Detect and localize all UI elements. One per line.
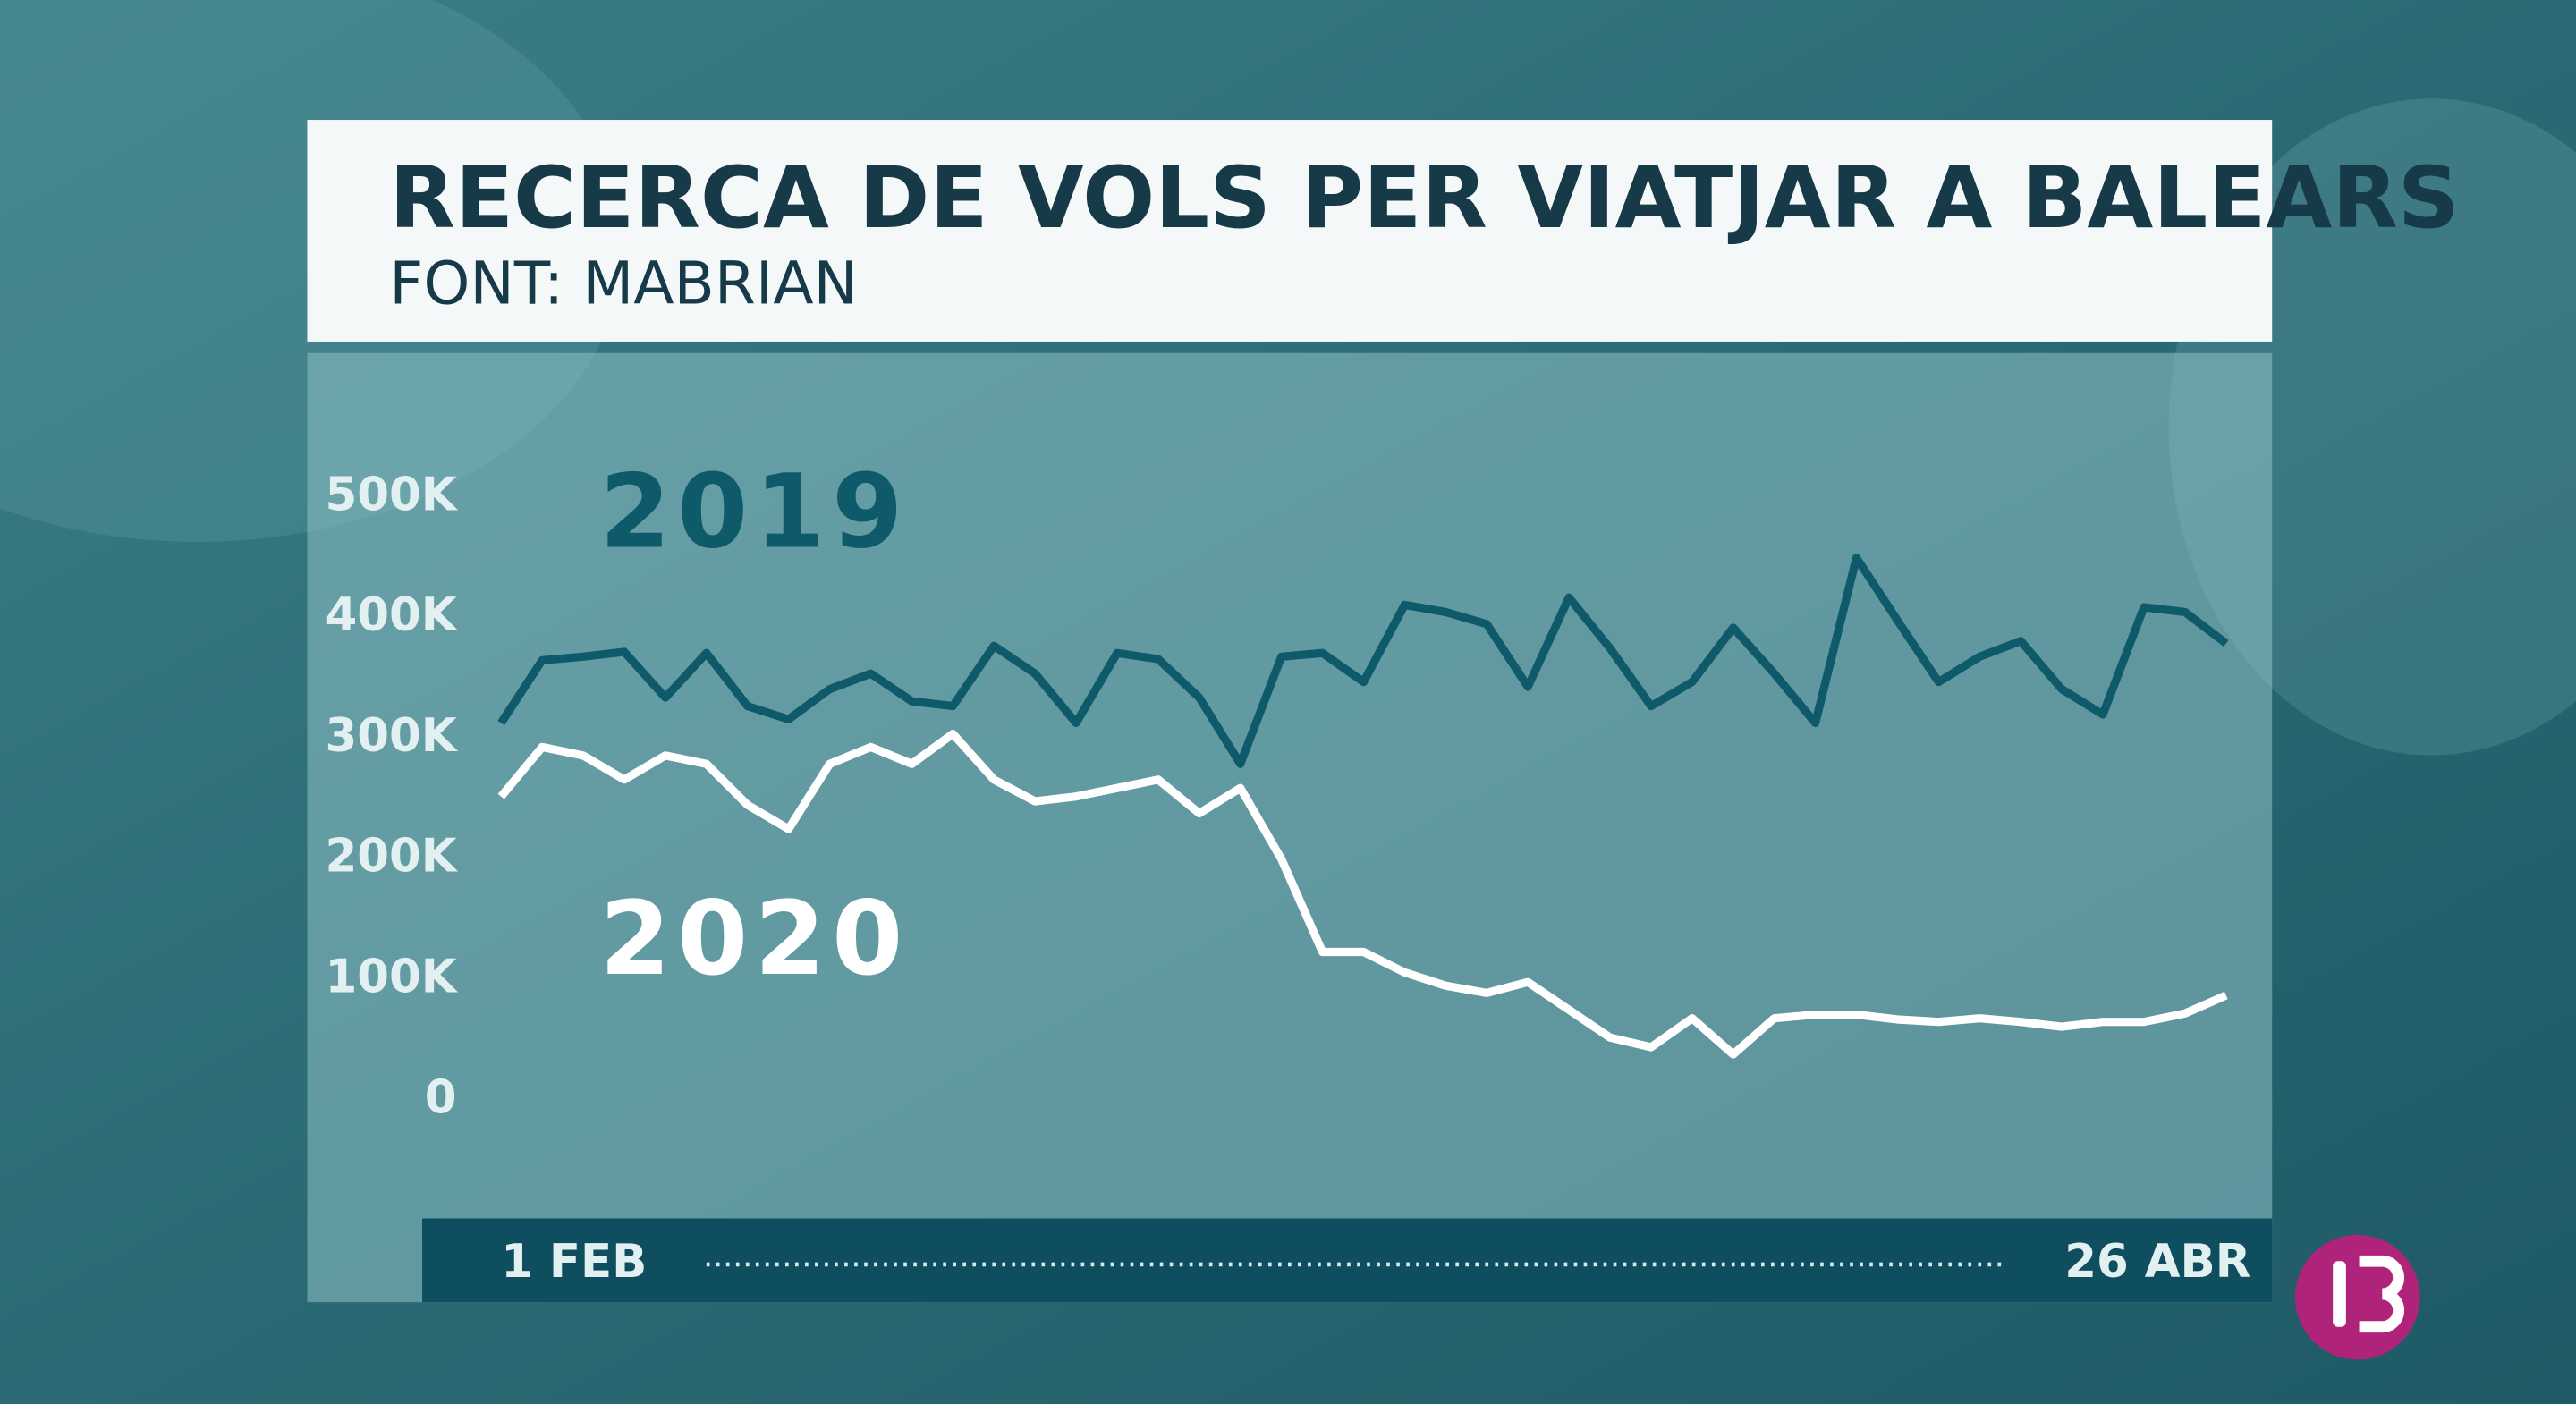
logo xyxy=(2294,1234,2420,1360)
y-tick-label: 400K xyxy=(325,588,458,642)
title-box xyxy=(307,120,2273,342)
chart-subtitle: FONT: MABRIAN xyxy=(389,249,858,317)
logo-mark xyxy=(2359,1255,2404,1333)
legend-label: 2019 xyxy=(599,452,909,571)
x-tick-label: 26 ABR xyxy=(2064,1235,2250,1289)
x-tick-label: 1 FEB xyxy=(501,1235,647,1289)
x-axis-bar xyxy=(422,1218,2273,1303)
y-tick-label: 200K xyxy=(325,830,458,884)
series-line xyxy=(497,554,2229,768)
chart-title: RECERCA DE VOLS PER VIATJAR A BALEARS xyxy=(389,148,2459,248)
legend-label: 2020 xyxy=(599,879,909,998)
y-tick-label: 500K xyxy=(325,468,458,521)
series-line xyxy=(497,729,2228,1059)
logo-mark xyxy=(2333,1261,2346,1327)
y-tick-label: 100K xyxy=(325,951,458,1004)
y-tick-label: 0 xyxy=(425,1070,457,1124)
plot-panel xyxy=(307,352,2273,1303)
y-tick-label: 300K xyxy=(325,709,458,763)
